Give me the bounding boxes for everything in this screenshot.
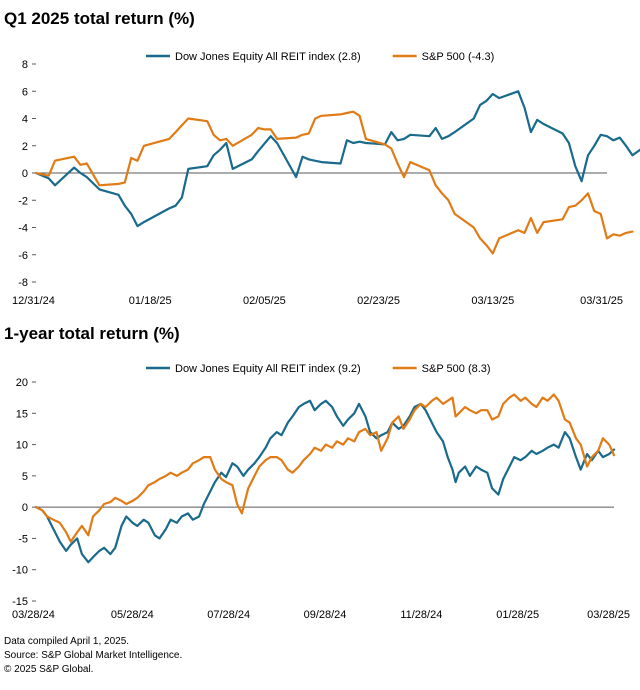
footer-copyright: © 2025 S&P Global. <box>4 664 94 675</box>
y-tick-label: 10 <box>16 440 28 452</box>
chart2-title: 1-year total return (%) <box>4 324 180 343</box>
footer-source: Source: S&P Global Market Intelligence. <box>4 650 183 661</box>
y-tick-label: 20 <box>16 377 28 389</box>
y-tick-label: -8 <box>18 277 28 289</box>
x-tick-label: 02/23/25 <box>357 295 400 307</box>
chart1-title: Q1 2025 total return (%) <box>4 9 195 28</box>
legend-label-sp500: S&P 500 (8.3) <box>422 363 491 375</box>
y-tick-label: 0 <box>22 168 28 180</box>
legend-label-sp500: S&P 500 (-4.3) <box>422 51 495 63</box>
y-tick-label: 6 <box>22 86 28 98</box>
series-line-sp500 <box>34 393 616 543</box>
footer-data-compiled: Data compiled April 1, 2025. <box>4 636 130 647</box>
x-tick-label: 03/13/25 <box>471 295 514 307</box>
series-line-sp500 <box>34 110 634 255</box>
x-tick-label: 03/28/24 <box>12 609 55 621</box>
legend-label-reit: Dow Jones Equity All REIT index (2.8) <box>175 51 361 63</box>
y-tick-label: -2 <box>18 195 28 207</box>
y-tick-label: 8 <box>22 59 28 71</box>
x-tick-label: 02/05/25 <box>243 295 286 307</box>
x-tick-label: 11/28/24 <box>400 609 442 621</box>
x-tick-label: 05/28/24 <box>111 609 154 621</box>
y-tick-label: 2 <box>22 141 28 153</box>
chart2-1-year-total-return: Dow Jones Equity All REIT index (9.2) S&P… <box>12 363 630 621</box>
x-tick-label: 01/28/25 <box>496 609 539 621</box>
x-tick-label: 07/28/24 <box>207 609 250 621</box>
x-tick-label: 12/31/24 <box>12 295 55 307</box>
legend-label-reit: Dow Jones Equity All REIT index (9.2) <box>175 363 361 375</box>
x-tick-label: 01/18/25 <box>129 295 172 307</box>
chart1-q1-2025-total-return: Dow Jones Equity All REIT index (2.8) S&P… <box>12 51 640 307</box>
x-tick-label: 03/31/25 <box>580 295 623 307</box>
y-tick-label: 0 <box>22 502 28 514</box>
footer-notes: Data compiled April 1, 2025. Source: S&P… <box>4 635 182 677</box>
series-line-reit <box>34 90 640 228</box>
series-line-reit <box>34 399 616 564</box>
y-tick-label: -10 <box>12 565 28 577</box>
y-tick-label: 5 <box>22 471 28 483</box>
y-tick-label: -15 <box>12 596 28 608</box>
x-tick-label: 03/28/25 <box>587 609 630 621</box>
y-tick-label: -5 <box>18 533 28 545</box>
y-tick-label: 15 <box>16 408 28 420</box>
y-tick-label: 4 <box>22 114 28 126</box>
y-tick-label: -6 <box>18 250 28 262</box>
x-tick-label: 09/28/24 <box>304 609 347 621</box>
y-tick-label: -4 <box>18 223 28 235</box>
